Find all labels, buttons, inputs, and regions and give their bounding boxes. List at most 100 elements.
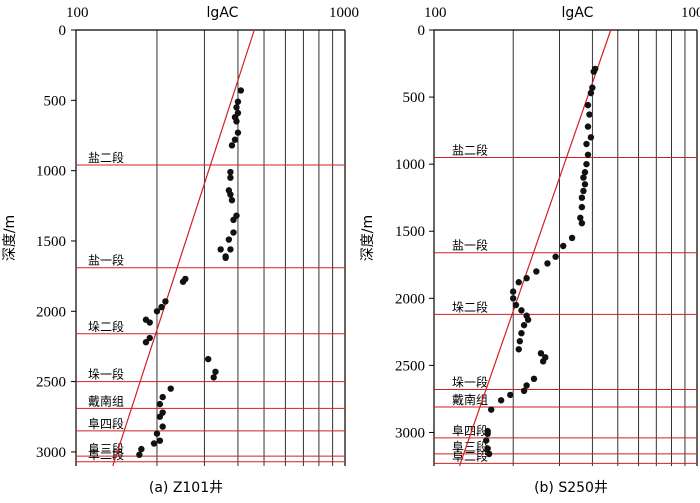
- data-point: [225, 236, 233, 243]
- formation-label: 盐一段: [452, 238, 488, 253]
- formation-label: 戴南组: [452, 392, 488, 407]
- trend-line: [112, 29, 255, 467]
- data-point: [512, 301, 520, 309]
- data-point: [234, 129, 242, 136]
- y-tick-label: 1000: [36, 164, 66, 180]
- data-point: [483, 437, 490, 444]
- x-axis-max-label: 1000: [329, 5, 359, 21]
- data-point: [138, 445, 145, 453]
- y-tick-label: 1500: [395, 224, 425, 240]
- data-point: [231, 136, 239, 143]
- y-tick-label: 1500: [36, 234, 66, 250]
- data-point: [583, 160, 590, 168]
- data-point: [142, 339, 150, 346]
- data-point: [587, 134, 595, 141]
- data-point: [584, 151, 592, 158]
- y-tick-label: 0: [59, 23, 67, 39]
- data-point: [584, 101, 592, 109]
- data-point: [524, 316, 532, 323]
- data-point: [158, 303, 165, 311]
- panel-s250: 100 lgAC 1000 0 500 1000 1500 2000 2500 3000 深度/m 盐…: [360, 5, 700, 496]
- data-point: [150, 440, 158, 447]
- data-point: [520, 321, 528, 329]
- data-point: [234, 98, 242, 105]
- data-point: [227, 168, 234, 176]
- data-point: [156, 413, 164, 420]
- panel-caption: (a) Z101井: [149, 480, 223, 496]
- y-axis-title: 深度/m: [2, 215, 18, 261]
- y-tick-label: 2500: [36, 375, 66, 391]
- data-point: [568, 234, 576, 242]
- data-point: [523, 382, 530, 389]
- trend-line: [458, 29, 612, 467]
- y-tick-label: 2500: [395, 358, 425, 374]
- y-tick-label: 2000: [36, 304, 66, 320]
- data-point: [497, 397, 505, 404]
- data-point: [212, 368, 219, 375]
- data-point: [159, 423, 166, 430]
- data-point: [230, 216, 237, 224]
- formation-label: 盐二段: [88, 150, 124, 165]
- data-point: [544, 260, 551, 267]
- data-point: [581, 169, 589, 176]
- data-point: [515, 279, 522, 286]
- x-axis-max-label: 1000: [681, 5, 700, 21]
- data-point: [227, 174, 234, 181]
- y-tick-label: 3000: [36, 445, 66, 461]
- data-point: [589, 84, 596, 91]
- data-point: [578, 203, 586, 211]
- data-point: [523, 274, 530, 282]
- y-axis-title: 深度/m: [360, 215, 376, 261]
- data-point: [156, 437, 164, 444]
- data-point: [146, 334, 153, 342]
- y-tick-label: 2000: [395, 291, 425, 307]
- data-point: [552, 253, 559, 260]
- data-point: [578, 219, 586, 227]
- data-point: [210, 374, 217, 381]
- data-point: [578, 194, 586, 201]
- formation-label: 阜四段: [452, 423, 488, 438]
- data-point: [153, 308, 161, 315]
- data-point: [227, 246, 234, 253]
- y-tick-label: 1000: [395, 157, 425, 173]
- formation-label: 阜四段: [88, 416, 124, 431]
- formation-label: 阜二段: [452, 448, 488, 463]
- data-point: [577, 214, 584, 222]
- data-point: [509, 288, 517, 295]
- formation-label: 垛一段: [88, 367, 124, 382]
- data-point: [586, 111, 593, 118]
- data-point: [233, 118, 240, 125]
- data-point: [230, 229, 237, 236]
- data-point: [222, 254, 229, 262]
- data-point: [485, 450, 493, 458]
- data-point: [484, 445, 491, 452]
- data-point: [179, 278, 187, 285]
- data-point: [590, 68, 597, 75]
- data-point: [518, 329, 525, 337]
- panel-z101: 100 lgAC 1000 0 500 1000 1500 2000 2500 3000 深度/m 盐…: [2, 5, 359, 496]
- data-point: [167, 385, 174, 392]
- data-point: [533, 268, 540, 275]
- data-point: [539, 358, 547, 365]
- y-tick-label: 0: [418, 23, 426, 39]
- x-axis-min-label: 100: [66, 5, 89, 21]
- formation-label: 垛二段: [88, 319, 124, 334]
- data-point: [142, 316, 150, 323]
- data-point: [587, 89, 595, 97]
- data-point: [228, 196, 236, 204]
- data-point: [584, 123, 592, 130]
- data-point: [580, 174, 587, 181]
- formation-label: 盐二段: [452, 142, 488, 157]
- formation-label: 阜三段: [452, 439, 488, 454]
- data-point: [515, 346, 522, 353]
- data-point: [484, 430, 491, 438]
- y-tick-label: 500: [44, 93, 67, 109]
- data-point: [217, 246, 224, 253]
- data-point: [233, 104, 240, 111]
- formation-label: 垛一段: [452, 375, 488, 390]
- data-point: [237, 87, 245, 94]
- data-point: [153, 430, 161, 437]
- data-point: [516, 338, 524, 345]
- data-point: [227, 191, 234, 198]
